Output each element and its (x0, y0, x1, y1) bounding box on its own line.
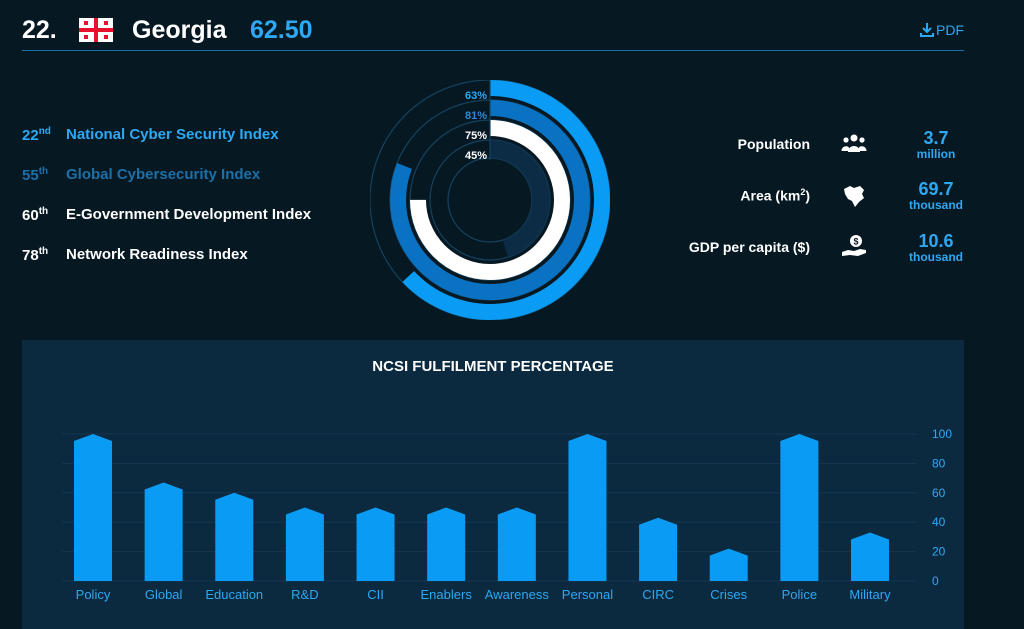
bar-policy[interactable] (74, 434, 112, 581)
chart-title: NCSI FULFILMENT PERCENTAGE (372, 358, 614, 375)
pdf-label: PDF (936, 22, 964, 38)
download-icon (920, 23, 934, 37)
country-score: 62.50 (250, 16, 313, 44)
bar-personal[interactable] (568, 434, 607, 581)
fulfilment-bar-chart: 0 20 40 60 80 100 Policy Global Education R&D CII E… (62, 427, 952, 602)
index-rank: 55th (22, 166, 49, 184)
stat-gdp: GDP per capita ($) $ 10.6 thousand (640, 229, 970, 273)
bar-rd[interactable] (285, 507, 324, 582)
stat-population: Population 3.7 million (640, 126, 970, 170)
x-tick-label: Awareness (485, 587, 550, 602)
bar-cii[interactable] (356, 507, 395, 582)
stat-label: GDP per capita ($) (688, 239, 810, 255)
index-row-nri[interactable]: 78th Network Readiness Index (22, 246, 311, 286)
index-name: Network Readiness Index (66, 246, 248, 263)
y-tick-label: 100 (932, 427, 952, 441)
index-rank: 78th (22, 246, 49, 264)
ring-arc (430, 140, 550, 260)
x-tick-label: Education (205, 587, 263, 602)
georgia-flag-icon (79, 18, 113, 42)
people-icon (841, 134, 867, 152)
stat-area: Area (km2) 69.7 thousand (640, 177, 970, 221)
pdf-download-link[interactable]: PDF (919, 22, 964, 38)
x-tick-label: Crises (710, 587, 747, 602)
stat-label: Population (737, 136, 810, 152)
bar-enablers[interactable] (427, 507, 466, 582)
map-icon (844, 186, 864, 207)
x-tick-label: R&D (291, 587, 318, 602)
index-rank-list: 22nd National Cyber Security Index 55th … (22, 126, 311, 286)
bar-crises[interactable] (709, 548, 748, 581)
x-tick-label: Personal (562, 587, 613, 602)
x-tick-label: Police (782, 587, 817, 602)
x-tick-label: CIRC (642, 587, 674, 602)
ring-label: 81% (465, 110, 487, 122)
index-radial-chart: 63% 81% 75% 45% (370, 80, 610, 320)
index-row-egov[interactable]: 60th E-Government Development Index (22, 206, 311, 246)
y-tick-label: 20 (932, 545, 946, 559)
ncsi-fulfilment-panel: NCSI FULFILMENT PERCENTAGE 0 20 40 60 80 100 P… (22, 340, 964, 629)
x-tick-label: Military (849, 587, 891, 602)
y-tick-label: 60 (932, 486, 946, 500)
ring-label: 63% (465, 90, 487, 102)
x-tick-label: Enablers (421, 587, 473, 602)
ring-label: 75% (465, 130, 487, 142)
index-rank: 60th (22, 206, 49, 224)
svg-text:$: $ (853, 237, 858, 247)
bar-education[interactable] (215, 492, 254, 581)
index-row-gci[interactable]: 55th Global Cybersecurity Index (22, 166, 311, 206)
country-header: 22. Georgia 62.50 PDF (22, 0, 964, 51)
country-rank: 22. (22, 16, 57, 44)
bar-global[interactable] (144, 482, 183, 581)
y-tick-label: 0 (932, 574, 939, 588)
bar-police[interactable] (780, 434, 819, 581)
index-row-ncsi[interactable]: 22nd National Cyber Security Index (22, 126, 311, 166)
stat-value: 10.6 thousand (909, 231, 963, 264)
country-name: Georgia (132, 16, 227, 44)
stat-value: 3.7 million (916, 128, 956, 161)
index-name: Global Cybersecurity Index (66, 166, 261, 183)
index-name: E-Government Development Index (66, 206, 312, 223)
bar-military[interactable] (851, 532, 889, 581)
y-tick-label: 80 (932, 456, 946, 470)
x-tick-label: CII (367, 587, 384, 602)
index-rank: 22nd (22, 126, 51, 144)
index-name: National Cyber Security Index (66, 126, 279, 143)
x-tick-label: Global (145, 587, 183, 602)
bar-awareness[interactable] (497, 507, 536, 582)
x-tick-label: Policy (76, 587, 111, 602)
stat-label: Area (km2) (740, 187, 810, 204)
stat-value: 69.7 thousand (909, 179, 963, 212)
ring-label: 45% (465, 150, 487, 162)
money-hand-icon: $ (842, 235, 866, 256)
bar-circ[interactable] (639, 517, 678, 581)
y-tick-label: 40 (932, 515, 946, 529)
